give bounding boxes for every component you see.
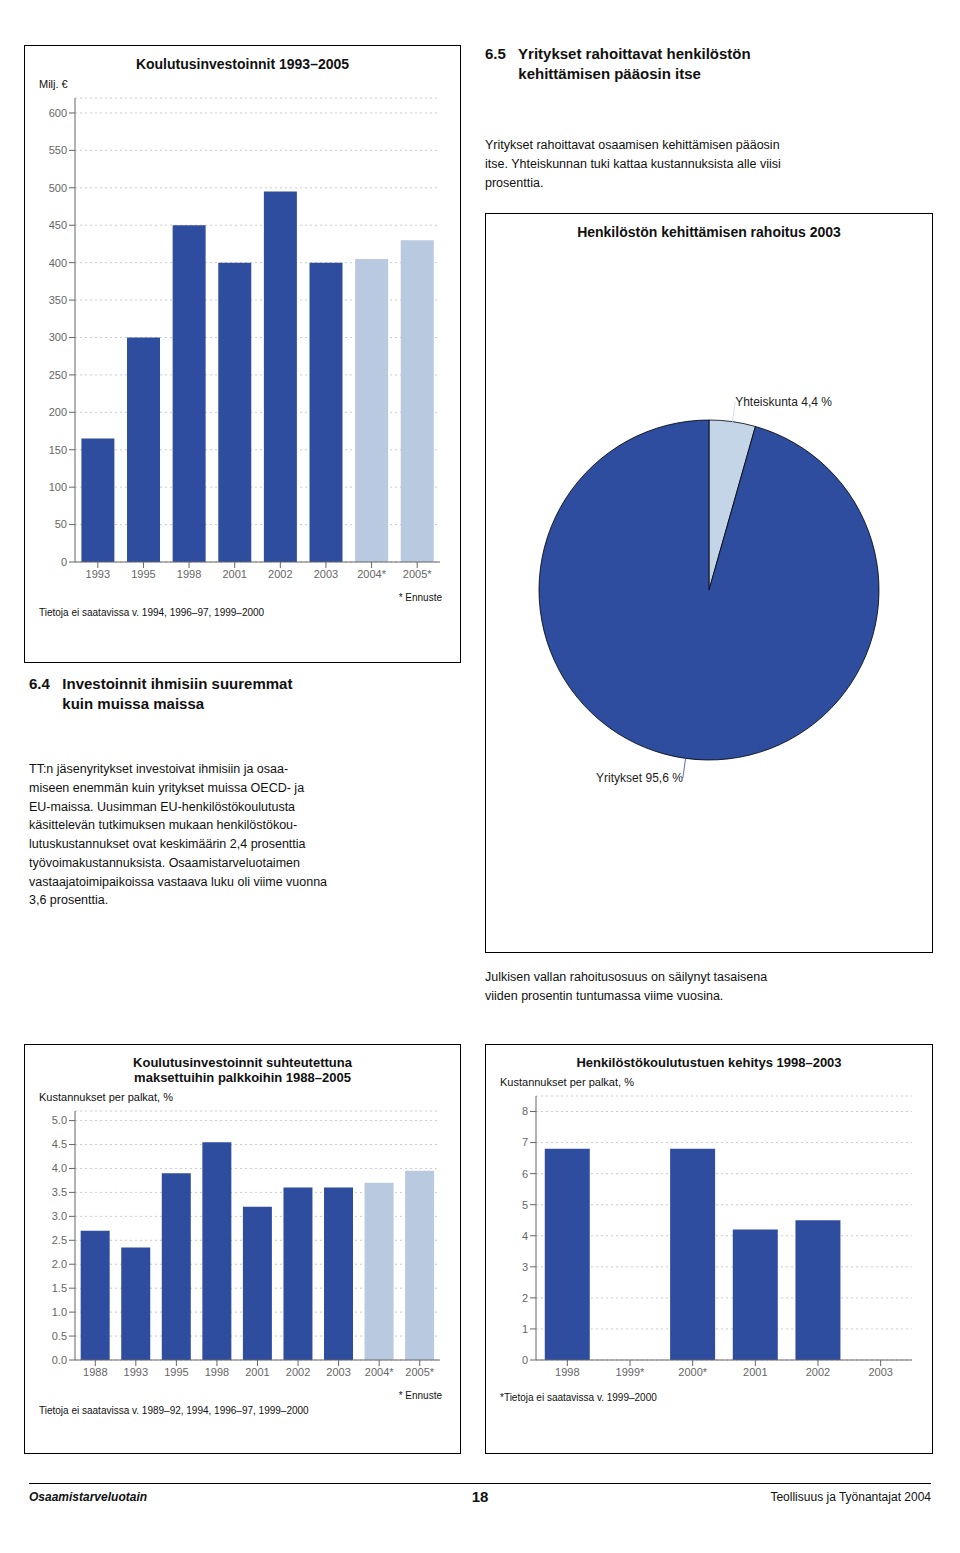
svg-text:Yritykset 95,6 %: Yritykset 95,6 % — [596, 771, 683, 785]
svg-text:Yhteiskunta 4,4 %: Yhteiskunta 4,4 % — [735, 395, 832, 409]
html-text:Julkisen vallan rahoitusosuus: Julkisen vallan rahoitusosuus on säilyny… — [485, 970, 768, 1003]
svg-text:2000*: 2000* — [678, 1366, 707, 1378]
svg-text:2002: 2002 — [806, 1366, 830, 1378]
svg-text:300: 300 — [49, 331, 67, 343]
svg-text:2.0: 2.0 — [52, 1258, 67, 1270]
svg-text:0.0: 0.0 — [52, 1354, 67, 1366]
svg-text:600: 600 — [49, 107, 67, 119]
html-text:Henkilöstön kehittämisen rahoi: Henkilöstön kehittämisen rahoitus 2003 — [577, 224, 841, 240]
html-text:6.5 Yritykset rahoittavat henk: 6.5 Yritykset rahoittavat henkilöstön ke… — [485, 45, 751, 83]
html-text:Tietoja ei saatavissa v. 1994,: Tietoja ei saatavissa v. 1994, 1996–97, … — [39, 607, 265, 618]
html-text:* Ennuste: * Ennuste — [398, 1390, 442, 1401]
svg-text:0: 0 — [522, 1354, 528, 1366]
html-text:6.4 Investoinnit ihmisiin suur: 6.4 Investoinnit ihmisiin suuremmat kuin… — [29, 675, 293, 713]
svg-text:550: 550 — [49, 144, 67, 156]
svg-text:6: 6 — [522, 1168, 528, 1180]
svg-text:2: 2 — [522, 1292, 528, 1304]
html-text:Henkilöstökoulutustuen kehitys: Henkilöstökoulutustuen kehitys 1998–2003 — [576, 1055, 842, 1070]
svg-text:1999*: 1999* — [616, 1366, 645, 1378]
svg-text:4: 4 — [522, 1230, 528, 1242]
svg-text:2005*: 2005* — [405, 1366, 434, 1378]
svg-text:7: 7 — [522, 1136, 528, 1148]
svg-text:0.5: 0.5 — [52, 1330, 67, 1342]
html-text:Koulutusinvestoinnit 1993–2005: Koulutusinvestoinnit 1993–2005 — [135, 56, 350, 72]
svg-text:3.5: 3.5 — [52, 1186, 67, 1198]
svg-text:3: 3 — [522, 1261, 528, 1273]
svg-text:8: 8 — [522, 1105, 528, 1117]
html-text:Kustannukset per palkat, %: Kustannukset per palkat, % — [500, 1076, 634, 1088]
html-text:Kustannukset per palkat, %: Kustannukset per palkat, % — [39, 1091, 173, 1103]
svg-text:2003: 2003 — [326, 1366, 350, 1378]
svg-text:1998: 1998 — [177, 568, 201, 580]
html-text:18: 18 — [471, 1488, 489, 1505]
svg-text:5: 5 — [522, 1199, 528, 1211]
svg-text:2003: 2003 — [314, 568, 338, 580]
svg-text:3.0: 3.0 — [52, 1210, 67, 1222]
svg-text:1.5: 1.5 — [52, 1282, 67, 1294]
svg-text:1995: 1995 — [164, 1366, 188, 1378]
svg-text:1988: 1988 — [83, 1366, 107, 1378]
html-text:Teollisuus ja Työnantajat 2004: Teollisuus ja Työnantajat 2004 — [770, 1490, 931, 1504]
svg-text:2003: 2003 — [868, 1366, 892, 1378]
svg-text:2005*: 2005* — [403, 568, 432, 580]
svg-text:2002: 2002 — [268, 568, 292, 580]
html-text:Tietoja ei saatavissa v. 1989–: Tietoja ei saatavissa v. 1989–92, 1994, … — [39, 1405, 309, 1416]
svg-text:50: 50 — [55, 518, 67, 530]
html-text:Yritykset rahoittavat osaamise: Yritykset rahoittavat osaamisen kehittäm… — [485, 138, 781, 190]
html-text:Milj. €: Milj. € — [39, 78, 68, 90]
svg-text:1993: 1993 — [86, 568, 110, 580]
svg-text:250: 250 — [49, 369, 67, 381]
svg-text:150: 150 — [49, 444, 67, 456]
svg-text:100: 100 — [49, 481, 67, 493]
html-text:* Ennuste: * Ennuste — [398, 592, 442, 603]
svg-text:1995: 1995 — [131, 568, 155, 580]
svg-text:2001: 2001 — [245, 1366, 269, 1378]
svg-text:4.0: 4.0 — [52, 1162, 67, 1174]
svg-text:1998: 1998 — [555, 1366, 579, 1378]
svg-text:1993: 1993 — [124, 1366, 148, 1378]
html-text:Osaamistarveluotain: Osaamistarveluotain — [29, 1490, 148, 1504]
svg-text:2004*: 2004* — [357, 568, 386, 580]
svg-text:2002: 2002 — [286, 1366, 310, 1378]
svg-text:1: 1 — [522, 1323, 528, 1335]
svg-text:1998: 1998 — [205, 1366, 229, 1378]
html-text:TT:n jäsenyritykset investoiva: TT:n jäsenyritykset investoivat ihmisiin… — [29, 762, 328, 908]
svg-text:500: 500 — [49, 182, 67, 194]
svg-text:200: 200 — [49, 406, 67, 418]
svg-text:2.5: 2.5 — [52, 1234, 67, 1246]
svg-text:1.0: 1.0 — [52, 1306, 67, 1318]
html-text:*Tietoja ei saatavissa v. 1999: *Tietoja ei saatavissa v. 1999–2000 — [500, 1392, 657, 1403]
svg-text:5.0: 5.0 — [52, 1114, 67, 1126]
svg-text:350: 350 — [49, 294, 67, 306]
svg-text:2001: 2001 — [222, 568, 246, 580]
svg-text:4.5: 4.5 — [52, 1138, 67, 1150]
svg-text:0: 0 — [61, 556, 67, 568]
svg-text:450: 450 — [49, 219, 67, 231]
svg-text:400: 400 — [49, 257, 67, 269]
svg-text:2001: 2001 — [743, 1366, 767, 1378]
svg-text:2004*: 2004* — [365, 1366, 394, 1378]
html-text:Koulutusinvestoinnit suhteutet: Koulutusinvestoinnit suhteutettuna makse… — [133, 1055, 352, 1085]
